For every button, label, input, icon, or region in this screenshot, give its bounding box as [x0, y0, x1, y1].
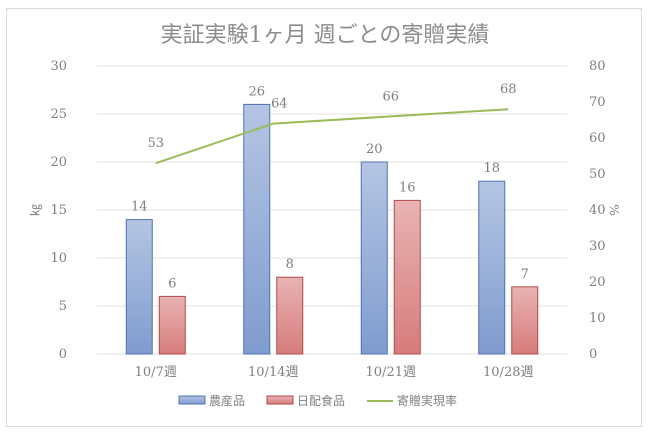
- line-series: [155, 108, 509, 165]
- y-tick-label: 25: [50, 107, 67, 122]
- y-axis-right-ticks: 0 10 20 30 40 50 60 70 80: [589, 59, 606, 362]
- legend-swatch: [266, 395, 294, 405]
- x-tick-label: 10/28週: [483, 365, 533, 380]
- y2-tick-label: 10: [589, 311, 606, 326]
- y-axis-right-label: %: [607, 204, 621, 215]
- bar-data-label: 8: [286, 257, 294, 272]
- bar-data-label: 16: [399, 180, 416, 195]
- bar-data-label: 14: [131, 200, 148, 215]
- chart-frame: 実証実験1ヶ月 週ごとの寄贈実績 0 5 10 15 20 25 30 0 10 20 30 40 5…: [6, 8, 642, 427]
- x-tick-label: 10/7週: [135, 365, 177, 380]
- bar: [243, 103, 271, 355]
- y-axis-left-ticks: 0 5 10 15 20 25 30: [50, 59, 67, 362]
- chart-title: 実証実験1ヶ月 週ごとの寄贈実績: [161, 23, 490, 48]
- legend-label: 寄贈実現率: [397, 393, 457, 408]
- legend-label: 農産品: [209, 393, 245, 408]
- y2-tick-label: 80: [589, 59, 606, 74]
- bar: [276, 276, 304, 355]
- line-data-label: 68: [500, 82, 517, 97]
- y-axis-left-label: ㎏: [28, 204, 42, 216]
- x-axis-ticks: 10/7週 10/14週 10/21週 10/28週: [135, 365, 534, 380]
- y2-tick-label: 20: [589, 275, 606, 290]
- y2-tick-label: 70: [589, 95, 606, 110]
- y-tick-label: 30: [50, 59, 67, 74]
- bar: [158, 295, 186, 355]
- y2-tick-label: 30: [589, 239, 606, 254]
- bar-data-label: 7: [521, 267, 529, 282]
- line-data-label: 64: [271, 97, 288, 112]
- bar: [393, 199, 421, 355]
- y-tick-label: 5: [59, 299, 67, 314]
- x-tick-label: 10/14週: [248, 365, 298, 380]
- bars: [125, 103, 539, 355]
- line-data-label: 53: [147, 136, 164, 151]
- y-tick-label: 0: [59, 347, 67, 362]
- bar-data-label: 20: [366, 142, 383, 157]
- y-tick-label: 10: [50, 251, 67, 266]
- x-tick-label: 10/21週: [366, 365, 416, 380]
- legend: 農産品 日配食品 寄贈実現率: [178, 393, 457, 408]
- y-tick-label: 20: [50, 155, 67, 170]
- legend-swatch: [178, 395, 206, 405]
- line-data-label: 66: [382, 89, 399, 104]
- y2-tick-label: 50: [589, 167, 606, 182]
- bar-data-label: 26: [248, 84, 265, 99]
- y2-tick-label: 0: [589, 347, 597, 362]
- chart: 実証実験1ヶ月 週ごとの寄贈実績 0 5 10 15 20 25 30 0 10 20 30 40 5…: [28, 23, 621, 408]
- y-tick-label: 15: [50, 203, 67, 218]
- y2-tick-label: 60: [589, 131, 606, 146]
- y2-tick-label: 40: [589, 203, 606, 218]
- bar-data-label: 18: [483, 161, 500, 176]
- legend-label: 日配食品: [297, 393, 345, 408]
- bar: [360, 161, 388, 355]
- series-line: [155, 108, 509, 165]
- bar: [125, 219, 153, 355]
- bar-data-label: 6: [168, 276, 176, 291]
- bar: [478, 180, 506, 355]
- bar: [511, 286, 539, 355]
